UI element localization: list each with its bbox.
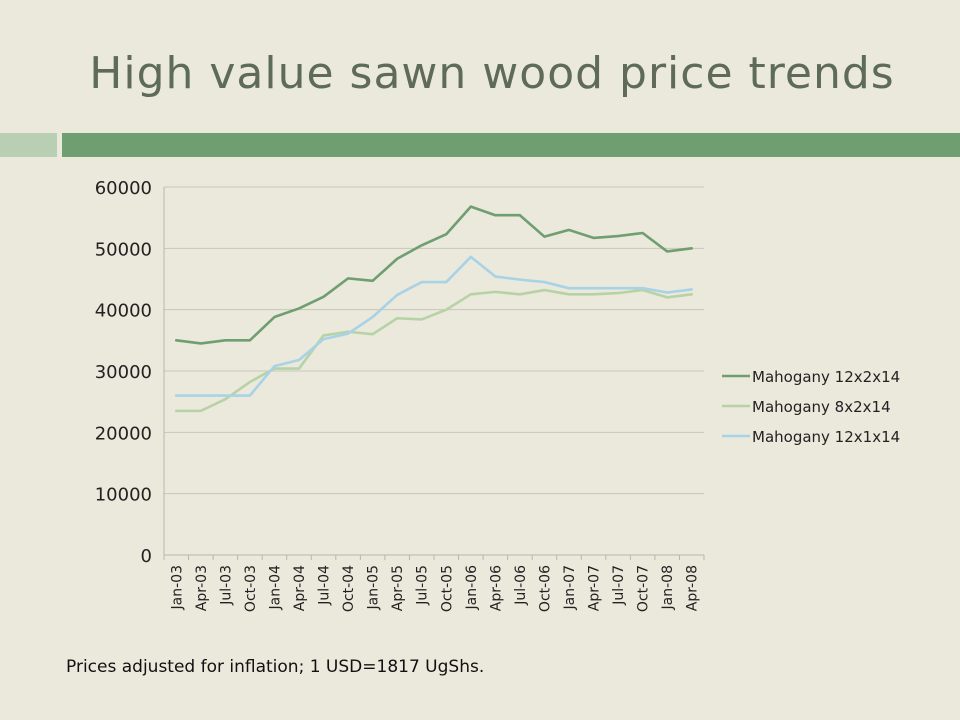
x-tick-label: Jan-05: [366, 565, 382, 610]
x-tick-label: Apr-03: [194, 565, 210, 611]
x-tick-label: Apr-07: [587, 565, 603, 611]
y-tick-label: 50000: [95, 239, 152, 260]
x-tick-label: Apr-04: [292, 565, 308, 611]
x-tick-label: Jul-04: [317, 565, 333, 606]
y-tick-label: 40000: [95, 301, 152, 322]
slide-title: High value sawn wood price trends: [89, 48, 895, 99]
x-tick-label: Oct-07: [636, 565, 652, 612]
y-tick-label: 10000: [95, 485, 152, 506]
legend-label: Mahogany 8x2x14: [752, 398, 891, 416]
x-tick-label: Jul-05: [415, 565, 431, 606]
title-divider-right: [62, 133, 960, 157]
x-tick-label: Jan-08: [660, 565, 676, 610]
x-tick-label: Apr-08: [685, 565, 701, 611]
x-tick-label: Oct-03: [243, 565, 259, 612]
x-tick-label: Jul-07: [611, 565, 627, 606]
y-tick-label: 30000: [95, 362, 152, 383]
series-line-3: [174, 255, 694, 397]
x-tick-label: Jul-06: [513, 565, 529, 606]
chart-legend: Mahogany 12x2x14 Mahogany 8x2x14 Mahogany …: [722, 368, 900, 446]
x-tick-label: Apr-05: [390, 565, 406, 611]
legend-label: Mahogany 12x2x14: [752, 368, 900, 386]
series-lines: [174, 205, 694, 413]
x-tick-label: Jan-04: [267, 565, 283, 611]
y-tick-label: 60000: [95, 178, 152, 199]
series-line-2: [174, 288, 694, 413]
y-tick-labels: 0 10000 20000 30000 40000 50000 60000: [95, 178, 152, 567]
y-tick-label: 0: [141, 546, 152, 567]
y-tick-label: 20000: [95, 423, 152, 444]
x-tick-label: Oct-06: [537, 565, 553, 612]
chart-axes: [163, 187, 705, 560]
x-tick-label: Jul-03: [218, 565, 234, 606]
title-divider-left: [0, 133, 57, 157]
x-tick-label: Apr-06: [488, 565, 504, 611]
footnote: Prices adjusted for inflation; 1 USD=181…: [66, 657, 485, 677]
series-line-1: [174, 205, 694, 345]
x-tick-labels: Jan-03 Apr-03 Jul-03 Oct-03 Jan-04 Apr-04 Jul-…: [169, 565, 700, 612]
chart-gridlines: [164, 186, 704, 556]
x-tick-label: Jan-03: [169, 565, 185, 610]
x-tick-label: Oct-05: [439, 565, 455, 612]
x-tick-label: Oct-04: [341, 565, 357, 612]
legend-label: Mahogany 12x1x14: [752, 428, 900, 446]
x-tick-label: Jan-06: [464, 565, 480, 611]
x-tick-label: Jan-07: [562, 565, 578, 610]
